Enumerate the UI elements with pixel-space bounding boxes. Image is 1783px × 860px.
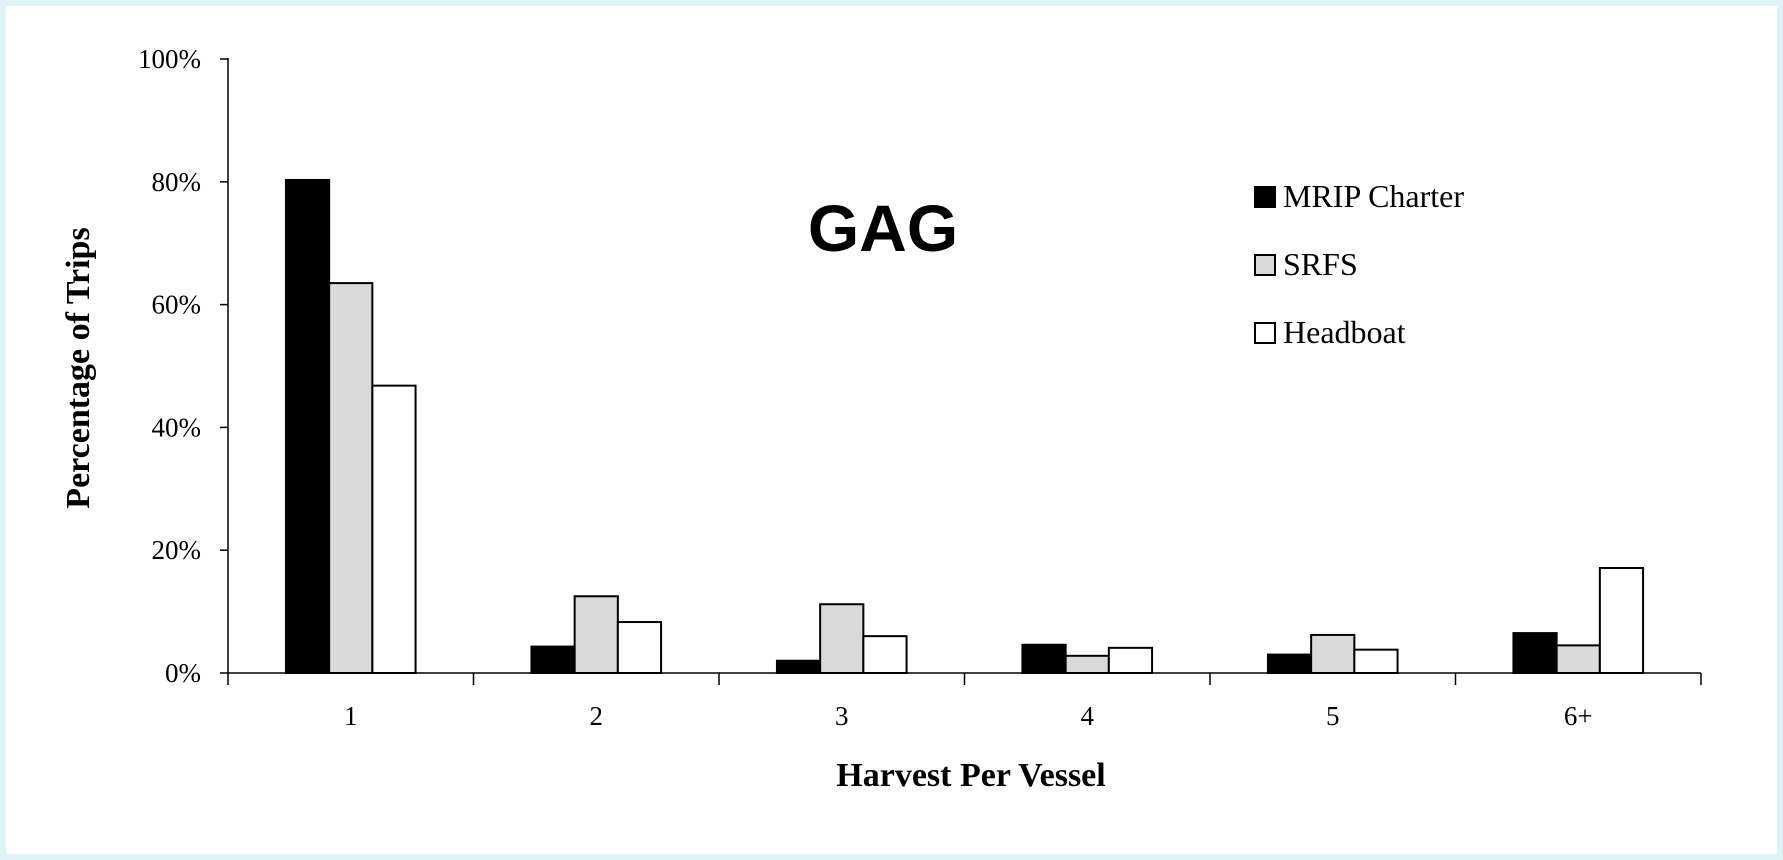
chart-frame: 0% 20% 40% 60% 80% 100% 1 2 3 4 5 6+ GAG Harvest Pe… xyxy=(6,6,1777,854)
bar-mrip-charter xyxy=(284,178,331,674)
y-tick-label: 80% xyxy=(152,167,202,197)
bar-srfs xyxy=(1555,644,1601,674)
y-axis-title: Percentage of Trips xyxy=(60,227,97,508)
bar-headboat xyxy=(1598,567,1645,674)
bar-headboat xyxy=(1107,646,1154,674)
x-tick-label: 1 xyxy=(344,701,358,731)
legend-label: MRIP Charter xyxy=(1283,178,1464,214)
x-tick-label: 6+ xyxy=(1564,701,1593,731)
bar-srfs xyxy=(328,282,374,674)
x-tick-label: 2 xyxy=(590,701,604,731)
axes xyxy=(220,58,1702,685)
bar-headboat xyxy=(862,635,908,674)
bar-headboat xyxy=(1353,648,1399,675)
x-tick-label: 3 xyxy=(835,701,849,731)
bar-mrip-charter xyxy=(1266,653,1313,675)
x-tick-label: 5 xyxy=(1326,701,1340,731)
y-tick-label: 100% xyxy=(138,44,201,74)
bar-mrip-charter xyxy=(775,659,822,674)
legend-swatch xyxy=(1254,186,1276,208)
bar-mrip-charter xyxy=(1021,643,1067,674)
y-tick-label: 40% xyxy=(152,412,202,442)
bar-srfs xyxy=(819,603,865,674)
tick-labels: 0% 20% 40% 60% 80% 100% 1 2 3 4 5 6+ xyxy=(138,44,1593,731)
bar-headboat xyxy=(616,621,663,675)
bar-srfs xyxy=(573,595,619,674)
y-tick-label: 20% xyxy=(152,535,202,565)
legend-label: Headboat xyxy=(1283,314,1406,350)
bar-mrip-charter xyxy=(1512,632,1558,675)
legend-label: SRFS xyxy=(1283,246,1358,282)
bar-srfs xyxy=(1310,633,1356,675)
legend: MRIP Charter SRFS Headboat xyxy=(1254,178,1464,350)
bars xyxy=(284,178,1645,675)
bar-chart: 0% 20% 40% 60% 80% 100% 1 2 3 4 5 6+ GAG Harvest Pe… xyxy=(60,44,1702,794)
legend-swatch xyxy=(1254,322,1276,344)
bar-headboat xyxy=(371,384,417,674)
y-tick-label: 0% xyxy=(165,658,201,688)
chart-title: GAG xyxy=(808,191,958,265)
x-tick-label: 4 xyxy=(1081,701,1095,731)
legend-swatch xyxy=(1254,254,1276,276)
x-axis-title: Harvest Per Vessel xyxy=(836,757,1105,794)
y-tick-label: 60% xyxy=(152,290,202,320)
bar-mrip-charter xyxy=(530,645,576,675)
bar-srfs xyxy=(1064,654,1110,674)
